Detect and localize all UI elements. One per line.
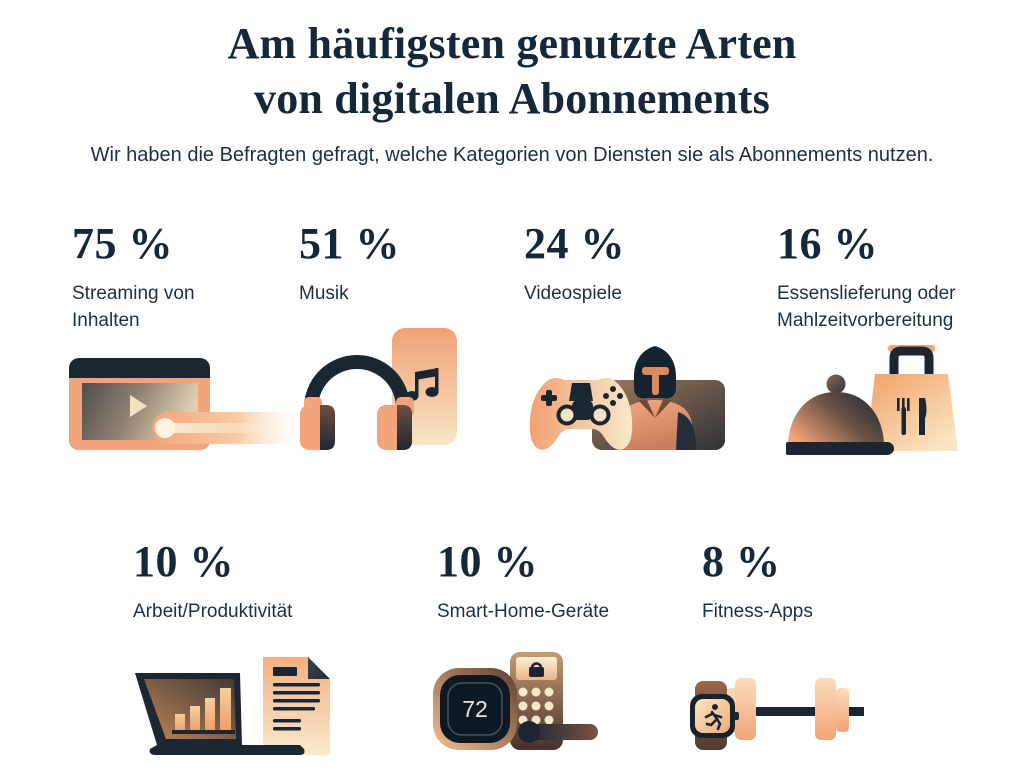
document-text-lines: [273, 667, 320, 731]
thermostat-door-lock-icon: 72: [428, 648, 604, 754]
stat-label-line: Streaming von: [72, 283, 195, 304]
stat-label: Smart-Home-Geräte: [437, 598, 609, 625]
headphones-music-icon: [296, 324, 462, 452]
game-controller-knight-icon: [518, 344, 728, 454]
thermostat-display: 72: [462, 696, 488, 722]
stat-value: 16 %: [777, 219, 878, 268]
stat-card-videospiele: 24 % Videospiele: [524, 220, 625, 307]
stat-value: 24 %: [524, 219, 625, 268]
stat-card-smart-home: 10 % Smart-Home-Geräte: [437, 538, 609, 625]
fork-knife-glyph: [897, 398, 927, 435]
stat-card-musik: 51 % Musik: [299, 220, 400, 307]
runner-glyph: [704, 704, 723, 731]
stat-label-line: Mahlzeitvorbereitung: [777, 310, 954, 331]
stat-label-line: Smart-Home-Geräte: [437, 601, 610, 622]
stat-label-line: Musik: [299, 283, 349, 304]
stat-label: Streaming von Inhalten: [72, 280, 195, 334]
stat-label: Arbeit/Produktivität: [133, 598, 292, 625]
page-subtitle: Wir haben die Befragten gefragt, welche …: [90, 144, 934, 166]
stat-value: 8 %: [702, 537, 781, 586]
stat-label-line: Inhalten: [72, 310, 140, 331]
page-title: Am häufigsten genutzte Arten von digital…: [0, 16, 1024, 126]
dpad-glyph: [541, 390, 557, 406]
laptop-document-icon: [130, 655, 335, 757]
title-line-2: von digitalen Abonnements: [254, 74, 770, 123]
stat-label: Fitness-Apps: [702, 598, 813, 625]
stat-label-line: Arbeit/Produktivität: [133, 601, 293, 622]
stat-value: 75 %: [72, 219, 173, 268]
stat-value: 51 %: [299, 219, 400, 268]
stat-label-line: Videospiele: [524, 283, 622, 304]
video-player-icon: [66, 355, 316, 455]
padlock-glyph: [529, 662, 544, 677]
food-delivery-bag-icon: [786, 343, 962, 455]
stat-value: 10 %: [133, 537, 234, 586]
stat-label: Musik: [299, 280, 400, 307]
stat-value: 10 %: [437, 537, 538, 586]
title-line-1: Am häufigsten genutzte Arten: [227, 19, 797, 68]
stat-label: Videospiele: [524, 280, 625, 307]
stat-label-line: Essenslieferung oder: [777, 283, 956, 304]
stat-card-arbeit: 10 % Arbeit/Produktivität: [133, 538, 292, 625]
bar-chart-glyph: [172, 688, 235, 734]
smartwatch-dumbbell-icon: [688, 676, 864, 756]
stat-label: Essenslieferung oder Mahlzeitvorbereitun…: [777, 280, 956, 334]
action-buttons-glyph: [603, 386, 623, 406]
keypad-dots: [518, 687, 554, 725]
stat-card-streaming: 75 % Streaming von Inhalten: [72, 220, 195, 334]
stat-card-fitness: 8 % Fitness-Apps: [702, 538, 813, 625]
stat-label-line: Fitness-Apps: [702, 601, 813, 622]
stat-card-essenslieferung: 16 % Essenslieferung oder Mahlzeitvorber…: [777, 220, 956, 334]
